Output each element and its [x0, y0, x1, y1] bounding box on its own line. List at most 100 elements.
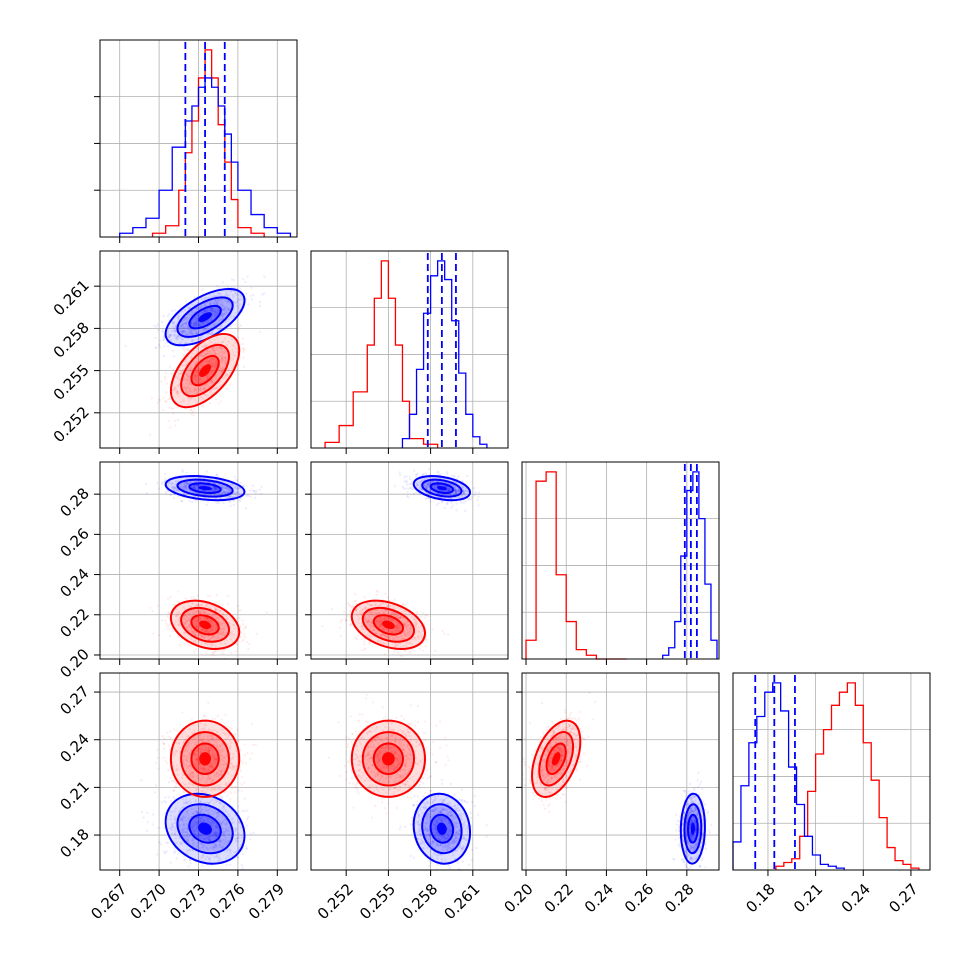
- sample-point-blue: [154, 346, 158, 349]
- sample-point-red: [174, 424, 177, 427]
- sample-point-red: [368, 642, 371, 645]
- sample-point-blue: [201, 311, 204, 315]
- sample-point-blue: [174, 309, 177, 312]
- sample-point-blue: [183, 329, 186, 332]
- sample-point-blue: [159, 339, 162, 342]
- sample-point-blue: [246, 275, 249, 278]
- sample-point-red: [355, 637, 359, 641]
- sample-point-blue: [193, 321, 196, 325]
- sample-point-blue: [179, 341, 183, 345]
- sample-point-red: [244, 626, 248, 629]
- sample-point-blue: [455, 502, 458, 505]
- sample-point-blue: [161, 330, 164, 334]
- sample-point-blue: [155, 325, 158, 328]
- sample-point-red: [219, 400, 223, 403]
- sample-point-red: [168, 634, 172, 638]
- sample-point-red: [441, 629, 444, 633]
- sample-point-red: [160, 379, 163, 383]
- sample-point-blue: [218, 303, 222, 306]
- sample-point-red: [420, 615, 423, 618]
- sample-point-red: [163, 737, 166, 740]
- sample-point-blue: [227, 289, 230, 293]
- sample-point-blue: [217, 292, 220, 295]
- sample-point-red: [215, 398, 218, 401]
- sample-point-red: [190, 409, 193, 412]
- sample-point-red: [248, 642, 251, 646]
- sample-point-blue: [157, 328, 160, 332]
- sample-point-blue: [190, 303, 194, 306]
- sample-point-red: [241, 623, 245, 626]
- sample-point-blue: [476, 498, 479, 502]
- sample-point-blue: [184, 323, 188, 326]
- sample-point-blue: [192, 311, 195, 315]
- sample-point-red: [433, 649, 437, 653]
- sample-point-blue: [176, 317, 180, 320]
- sample-point-red: [168, 612, 171, 615]
- sample-point-blue: [168, 312, 171, 316]
- sample-point-blue: [408, 475, 411, 478]
- sample-point-blue: [214, 323, 217, 327]
- sample-point-blue: [453, 474, 456, 477]
- sample-point-red: [169, 372, 173, 375]
- sample-point-blue: [457, 475, 460, 478]
- sample-point-red: [217, 402, 220, 405]
- sample-point-red: [177, 590, 180, 593]
- sample-point-blue: [166, 345, 170, 348]
- sample-point-red: [151, 610, 154, 613]
- sample-point-blue: [159, 843, 163, 846]
- sample-point-blue: [180, 330, 183, 333]
- sample-point-blue: [183, 342, 187, 345]
- sample-point-blue: [464, 500, 468, 503]
- sample-point-blue: [187, 313, 191, 316]
- sample-point-blue: [233, 290, 236, 293]
- sample-point-blue: [438, 473, 441, 476]
- sample-point-blue: [223, 312, 226, 315]
- sample-point-blue: [205, 296, 208, 299]
- sample-point-blue: [172, 496, 175, 500]
- sample-point-blue: [221, 315, 224, 319]
- sample-point-blue: [191, 332, 194, 336]
- sample-point-blue: [437, 502, 440, 505]
- sample-point-blue: [184, 321, 187, 325]
- sample-point-blue: [185, 332, 188, 336]
- sample-point-blue: [208, 332, 211, 335]
- sample-point-blue: [216, 298, 219, 302]
- sample-point-blue: [222, 308, 225, 312]
- sample-point-red: [408, 650, 412, 654]
- sample-point-red: [383, 652, 386, 656]
- sample-point-red: [163, 375, 167, 379]
- sample-point-red: [239, 608, 242, 612]
- sample-point-red: [423, 616, 427, 620]
- sample-point-red: [424, 613, 427, 617]
- sample-point-red: [213, 650, 217, 653]
- sample-point-blue: [213, 313, 216, 317]
- sample-point-blue: [227, 300, 231, 303]
- sample-point-blue: [228, 308, 231, 312]
- sample-point-blue: [164, 491, 168, 495]
- sample-point-red: [221, 603, 224, 607]
- sample-point-blue: [162, 315, 165, 318]
- sample-point-blue: [180, 325, 183, 328]
- sample-point-blue: [213, 323, 216, 326]
- sample-point-red: [241, 619, 244, 622]
- sample-point-blue: [161, 328, 165, 332]
- sample-point-blue: [160, 320, 164, 324]
- sample-point-red: [265, 611, 269, 615]
- sample-point-blue: [181, 331, 184, 334]
- sample-point-blue: [214, 312, 217, 315]
- sample-point-blue: [180, 499, 183, 503]
- sample-point-blue: [193, 315, 197, 319]
- sample-point-blue: [151, 813, 155, 816]
- sample-point-red: [184, 597, 187, 600]
- sample-point-blue: [216, 322, 219, 325]
- sample-point-blue: [201, 298, 204, 301]
- sample-point-blue: [165, 341, 168, 345]
- sample-point-blue: [195, 331, 199, 335]
- sample-point-red: [157, 767, 160, 770]
- sample-point-red: [164, 372, 168, 375]
- sample-point-blue: [435, 503, 438, 507]
- sample-point-red: [165, 382, 169, 385]
- sample-point-red: [356, 634, 360, 637]
- sample-point-blue: [182, 858, 186, 862]
- sample-point-red: [165, 400, 168, 404]
